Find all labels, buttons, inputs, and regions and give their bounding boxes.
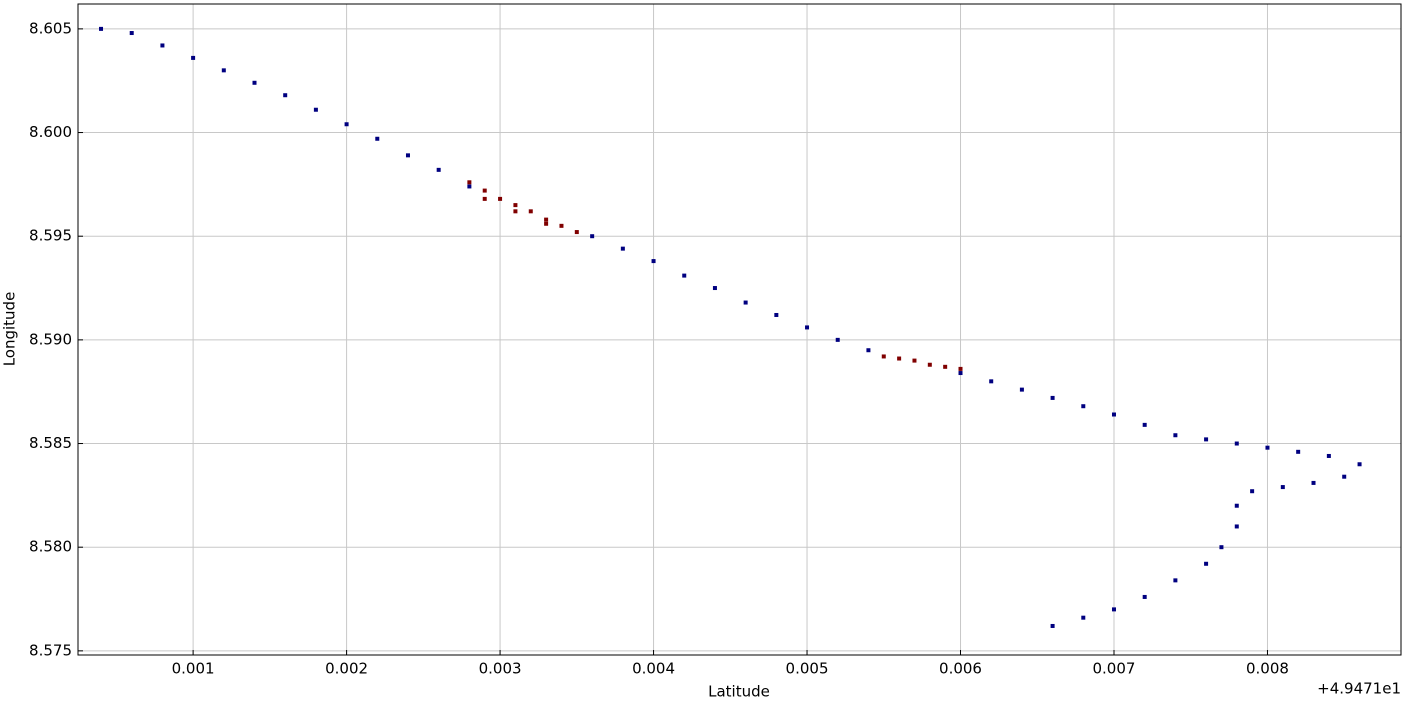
point [1250, 489, 1255, 494]
point [743, 300, 748, 305]
point [1219, 545, 1224, 550]
point [313, 107, 318, 112]
point [1234, 503, 1239, 508]
point [958, 371, 963, 376]
point [912, 358, 917, 363]
point [1142, 594, 1147, 599]
plot-frame [77, 3, 1402, 656]
point [559, 223, 564, 228]
point [574, 230, 579, 235]
point [1234, 441, 1239, 446]
point [1173, 433, 1178, 438]
point [1311, 480, 1316, 485]
x-tick-label: 0.005 [786, 660, 829, 678]
point [513, 209, 518, 214]
point [1296, 449, 1301, 454]
x-tick-label: 0.008 [1246, 660, 1289, 678]
x-tick-label: 0.007 [1093, 660, 1136, 678]
point [528, 209, 533, 214]
point [1081, 404, 1086, 409]
point [129, 31, 134, 36]
point [1111, 412, 1116, 417]
point [1050, 623, 1055, 628]
point [160, 43, 165, 48]
point [897, 356, 902, 361]
point [1342, 474, 1347, 479]
x-tick-label: 0.004 [632, 660, 675, 678]
point [1050, 395, 1055, 400]
y-axis-label: Longitude [1, 292, 19, 367]
point [943, 364, 948, 369]
point [1142, 422, 1147, 427]
point [544, 217, 549, 222]
point [1326, 453, 1331, 458]
point [283, 93, 288, 98]
y-tick-label: 8.580 [29, 538, 72, 556]
point [712, 286, 717, 291]
point [513, 203, 518, 208]
point [344, 122, 349, 127]
y-tick-label: 8.590 [29, 330, 72, 348]
point [805, 325, 810, 330]
point [1204, 561, 1209, 566]
point [881, 354, 886, 359]
point [436, 167, 441, 172]
x-tick-label: 0.003 [479, 660, 522, 678]
point [590, 234, 595, 239]
y-tick-label: 8.595 [29, 227, 72, 245]
point [927, 362, 932, 367]
point [1280, 485, 1285, 490]
x-tick-label: 0.001 [172, 660, 215, 678]
point [866, 348, 871, 353]
point [498, 196, 503, 201]
point [989, 379, 994, 384]
point [1081, 615, 1086, 620]
point [544, 221, 549, 226]
point [958, 366, 963, 371]
y-tick-label: 8.585 [29, 434, 72, 452]
point [651, 259, 656, 264]
point [1111, 607, 1116, 612]
point [682, 273, 687, 278]
point [252, 80, 257, 85]
x-tick-label: 0.006 [939, 660, 982, 678]
point [1019, 387, 1024, 392]
point [467, 180, 472, 185]
y-tick-label: 8.575 [29, 641, 72, 659]
x-tick-label: 0.002 [325, 660, 368, 678]
point [99, 26, 104, 31]
y-tick-label: 8.600 [29, 123, 72, 141]
point [482, 188, 487, 193]
point [375, 136, 380, 141]
point [1357, 462, 1362, 467]
y-tick-label: 8.605 [29, 19, 72, 37]
point [1234, 524, 1239, 529]
offset-text: +4.9471e1 [1317, 680, 1401, 698]
point [191, 55, 196, 60]
point [1265, 445, 1270, 450]
point [221, 68, 226, 73]
point [835, 337, 840, 342]
point [467, 184, 472, 189]
point [482, 196, 487, 201]
point [1173, 578, 1178, 583]
x-axis-label: Latitude [708, 683, 770, 701]
point [1204, 437, 1209, 442]
point [405, 153, 410, 158]
point [774, 312, 779, 317]
point [620, 246, 625, 251]
